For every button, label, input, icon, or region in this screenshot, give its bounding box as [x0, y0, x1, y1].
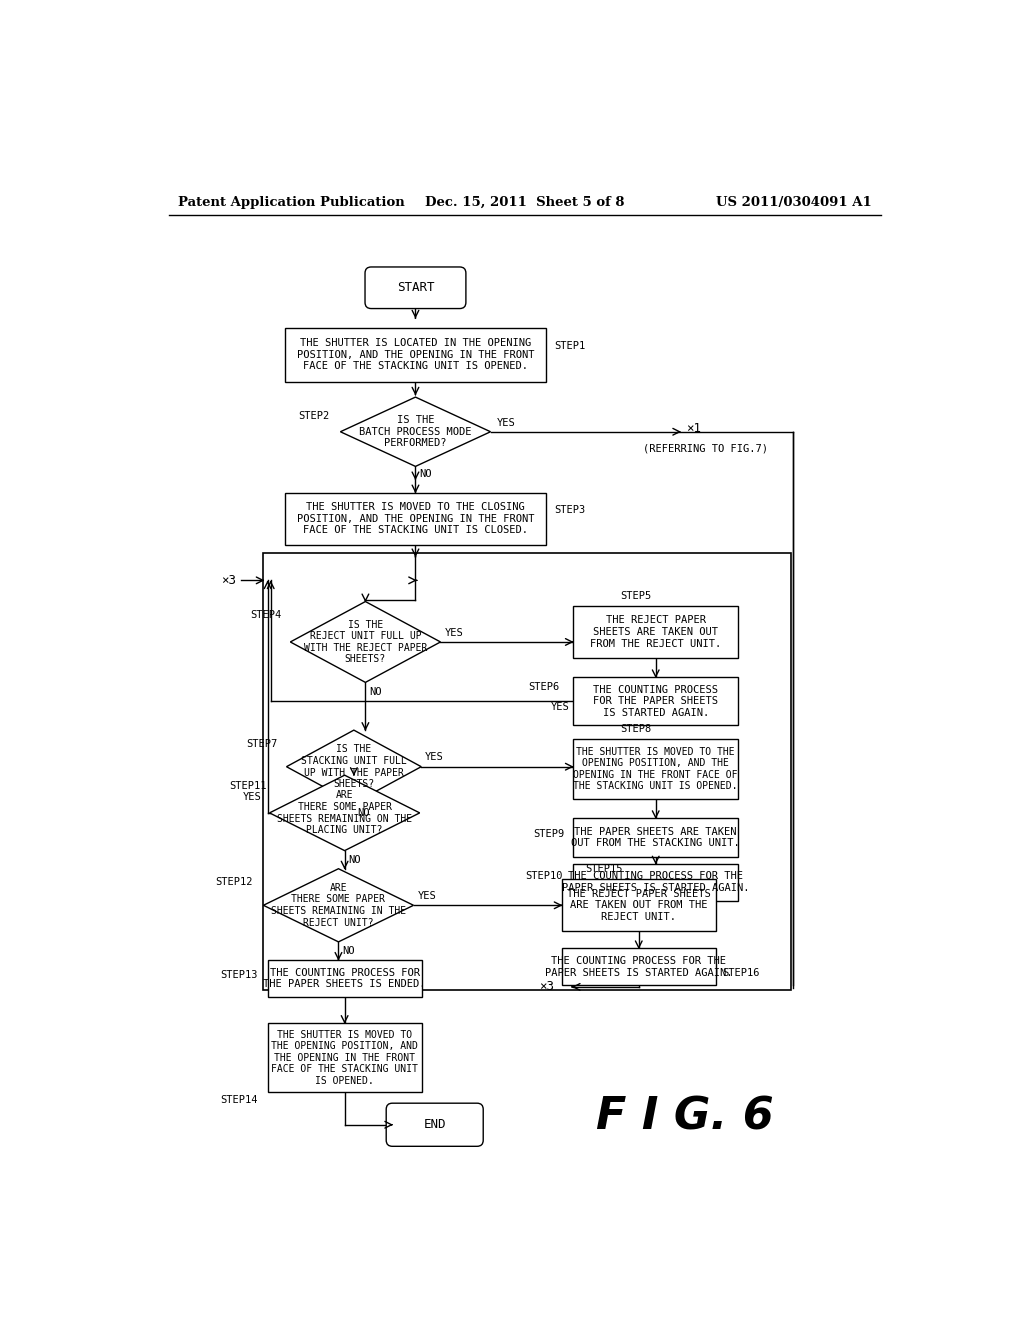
Polygon shape	[263, 869, 414, 942]
Bar	[285, 492, 547, 545]
Text: STEP12: STEP12	[216, 878, 253, 887]
Bar	[267, 960, 422, 997]
Text: START: START	[396, 281, 434, 294]
Text: END: END	[424, 1118, 446, 1131]
Text: STEP1: STEP1	[554, 341, 586, 351]
Text: NO: NO	[342, 946, 354, 956]
Text: THE SHUTTER IS LOCATED IN THE OPENING
POSITION, AND THE OPENING IN THE FRONT
FAC: THE SHUTTER IS LOCATED IN THE OPENING PO…	[297, 338, 535, 371]
Text: THE REJECT PAPER SHEETS
ARE TAKEN OUT FROM THE
REJECT UNIT.: THE REJECT PAPER SHEETS ARE TAKEN OUT FR…	[567, 888, 711, 921]
Text: STEP16: STEP16	[722, 968, 760, 978]
Bar	[562, 948, 716, 985]
Text: STEP11: STEP11	[229, 781, 267, 791]
Text: THE REJECT PAPER
SHEETS ARE TAKEN OUT
FROM THE REJECT UNIT.: THE REJECT PAPER SHEETS ARE TAKEN OUT FR…	[590, 615, 721, 648]
Bar	[572, 739, 738, 799]
Text: (REFERRING TO FIG.7): (REFERRING TO FIG.7)	[643, 444, 768, 454]
Text: YES: YES	[425, 752, 443, 763]
Text: IS THE
STACKING UNIT FULL
UP WITH THE PAPER
SHEETS?: IS THE STACKING UNIT FULL UP WITH THE PA…	[301, 744, 407, 789]
Text: NO: NO	[419, 469, 432, 479]
Text: STEP5: STEP5	[621, 591, 652, 601]
Text: ARE
THERE SOME PAPER
SHEETS REMAINING ON THE
PLACING UNIT?: ARE THERE SOME PAPER SHEETS REMAINING ON…	[278, 791, 413, 836]
Text: THE PAPER SHEETS ARE TAKEN
OUT FROM THE STACKING UNIT.: THE PAPER SHEETS ARE TAKEN OUT FROM THE …	[571, 826, 740, 849]
Bar	[572, 606, 738, 659]
Polygon shape	[269, 775, 420, 850]
Text: THE SHUTTER IS MOVED TO
THE OPENING POSITION, AND
THE OPENING IN THE FRONT
FACE : THE SHUTTER IS MOVED TO THE OPENING POSI…	[271, 1030, 418, 1086]
Text: STEP6: STEP6	[528, 682, 559, 693]
Polygon shape	[287, 730, 421, 804]
Text: ×3: ×3	[221, 574, 237, 587]
Text: THE COUNTING PROCESS
FOR THE PAPER SHEETS
IS STARTED AGAIN.: THE COUNTING PROCESS FOR THE PAPER SHEET…	[593, 685, 718, 718]
Text: NO: NO	[348, 855, 361, 865]
Text: THE SHUTTER IS MOVED TO THE
OPENING POSITION, AND THE
OPENING IN THE FRONT FACE : THE SHUTTER IS MOVED TO THE OPENING POSI…	[573, 747, 738, 792]
Text: F I G. 6: F I G. 6	[596, 1096, 774, 1139]
Text: YES: YES	[444, 628, 463, 638]
Text: ARE
THERE SOME PAPER
SHEETS REMAINING IN THE
REJECT UNIT?: ARE THERE SOME PAPER SHEETS REMAINING IN…	[271, 883, 407, 928]
Text: Patent Application Publication: Patent Application Publication	[178, 195, 406, 209]
Bar	[572, 677, 738, 725]
Text: IS THE
BATCH PROCESS MODE
PERFORMED?: IS THE BATCH PROCESS MODE PERFORMED?	[359, 416, 472, 449]
Bar	[263, 553, 792, 990]
Text: STEP13: STEP13	[220, 970, 257, 979]
Text: IS THE
REJECT UNIT FULL UP
WITH THE REJECT PAPER
SHEETS?: IS THE REJECT UNIT FULL UP WITH THE REJE…	[304, 619, 427, 664]
FancyBboxPatch shape	[365, 267, 466, 309]
Text: STEP8: STEP8	[621, 723, 652, 734]
Text: STEP9: STEP9	[532, 829, 564, 838]
FancyBboxPatch shape	[386, 1104, 483, 1146]
Text: STEP7: STEP7	[247, 739, 278, 748]
Polygon shape	[291, 602, 440, 682]
Text: YES: YES	[550, 702, 569, 713]
Text: THE COUNTING PROCESS FOR THE
PAPER SHEETS IS STARTED AGAIN.: THE COUNTING PROCESS FOR THE PAPER SHEET…	[562, 871, 750, 894]
Bar	[267, 1023, 422, 1093]
Text: STEP15: STEP15	[585, 865, 623, 874]
Polygon shape	[340, 397, 490, 466]
Bar	[285, 327, 547, 381]
Text: STEP4: STEP4	[250, 610, 282, 620]
Text: US 2011/0304091 A1: US 2011/0304091 A1	[716, 195, 871, 209]
Bar	[572, 863, 738, 900]
Text: NO: NO	[357, 808, 371, 817]
Text: THE COUNTING PROCESS FOR THE
PAPER SHEETS IS STARTED AGAIN.: THE COUNTING PROCESS FOR THE PAPER SHEET…	[545, 956, 732, 978]
Text: Dec. 15, 2011  Sheet 5 of 8: Dec. 15, 2011 Sheet 5 of 8	[425, 195, 625, 209]
Text: STEP2: STEP2	[298, 412, 330, 421]
Text: STEP3: STEP3	[554, 504, 586, 515]
Text: ×3: ×3	[539, 981, 554, 994]
Text: STEP14: STEP14	[220, 1096, 257, 1105]
Text: YES: YES	[497, 417, 515, 428]
Bar	[562, 879, 716, 932]
Bar	[572, 818, 738, 857]
Text: STEP10: STEP10	[525, 871, 562, 880]
Text: YES: YES	[418, 891, 436, 902]
Text: ×1: ×1	[686, 422, 701, 436]
Text: NO: NO	[370, 686, 382, 697]
Text: YES: YES	[243, 792, 262, 803]
Text: THE SHUTTER IS MOVED TO THE CLOSING
POSITION, AND THE OPENING IN THE FRONT
FACE : THE SHUTTER IS MOVED TO THE CLOSING POSI…	[297, 502, 535, 536]
Text: THE COUNTING PROCESS FOR
THE PAPER SHEETS IS ENDED.: THE COUNTING PROCESS FOR THE PAPER SHEET…	[263, 968, 426, 989]
